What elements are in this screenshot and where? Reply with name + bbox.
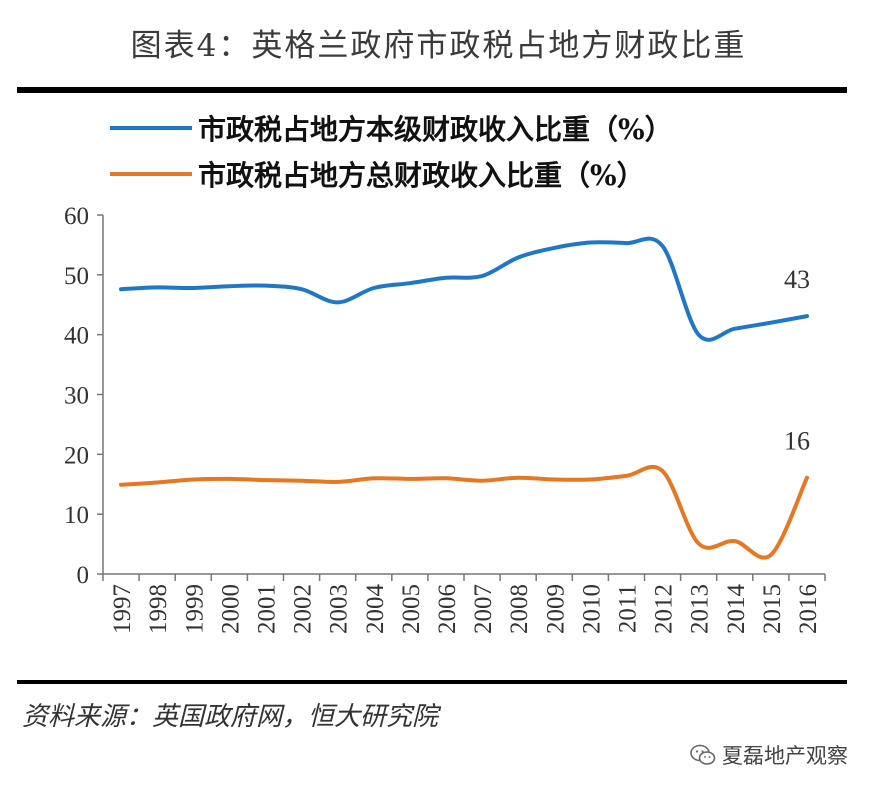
x-tick-label: 1999 [181,584,208,634]
watermark: 夏磊地产观察 [690,740,848,770]
watermark-text: 夏磊地产观察 [722,744,848,768]
x-tick-label: 2008 [506,584,533,634]
x-tick-label: 1998 [145,584,172,634]
legend-label-series-1: 市政税占地方本级财政收入比重（%） [198,113,673,146]
end-value-label-2: 16 [784,427,810,456]
legend-swatch-series-2 [110,172,192,176]
legend: 市政税占地方本级财政收入比重（%） 市政税占地方总财政收入比重（%） [110,105,673,197]
top-rule [17,87,847,93]
bottom-rule [17,680,847,684]
x-tick-label: 2014 [723,584,750,635]
x-tick-label: 2007 [470,584,497,634]
y-tick-label: 0 [77,562,90,589]
x-tick-label: 2004 [362,584,389,635]
chart-title: 图表4：英格兰政府市政税占地方财政比重 [130,28,747,64]
x-tick-label: 1997 [109,584,136,634]
legend-swatch-series-1 [110,126,192,130]
x-tick-label: 2000 [217,584,244,634]
legend-item-series-2: 市政税占地方总财政收入比重（%） [110,151,673,197]
y-tick-label: 20 [64,442,89,469]
legend-item-series-1: 市政税占地方本级财政收入比重（%） [110,105,673,151]
x-tick-label: 2003 [326,584,353,634]
source-note: 资料来源：英国政府网，恒大研究院 [22,702,439,732]
y-tick-label: 30 [64,383,89,410]
legend-label-series-2: 市政税占地方总财政收入比重（%） [198,159,645,192]
x-tick-label: 2011 [614,584,641,633]
wechat-icon [690,744,716,765]
x-tick-label: 2010 [578,584,605,634]
x-tick-label: 2005 [398,584,425,634]
x-tick-label: 2016 [795,584,822,634]
y-tick-label: 40 [64,323,89,350]
x-tick-label: 2001 [253,584,280,634]
x-tick-label: 2013 [687,584,714,634]
x-tick-label: 2002 [290,584,317,634]
series-line-2 [119,464,809,560]
x-tick-label: 2009 [542,584,569,634]
x-tick-label: 2015 [759,584,786,634]
x-tick-label: 2006 [434,584,461,634]
end-value-label-1: 43 [784,265,810,294]
y-tick-label: 50 [64,263,89,290]
series-line-1 [119,236,809,342]
x-tick-label: 2012 [651,584,678,634]
y-tick-label: 60 [64,203,89,230]
y-tick-label: 10 [64,502,89,529]
